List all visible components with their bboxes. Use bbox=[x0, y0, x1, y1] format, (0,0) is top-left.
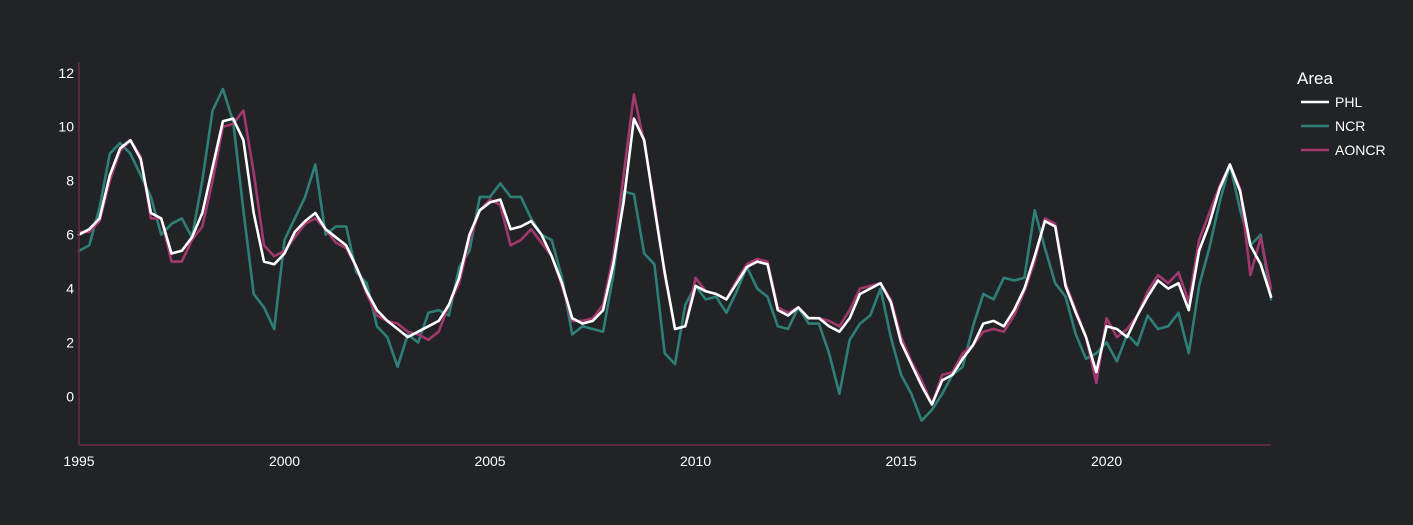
y-axis-ticks: 0 2 4 6 8 10 12 bbox=[58, 65, 74, 405]
legend: Area PHL NCR AONCR bbox=[1297, 69, 1386, 158]
y-tick-label: 12 bbox=[58, 65, 74, 81]
y-tick-label: 10 bbox=[58, 119, 74, 135]
x-tick-label: 2005 bbox=[474, 453, 505, 469]
legend-item-ncr[interactable]: NCR bbox=[1301, 118, 1365, 134]
legend-item-phl[interactable]: PHL bbox=[1301, 94, 1362, 110]
x-tick-label: 2015 bbox=[885, 453, 916, 469]
y-tick-label: 6 bbox=[66, 227, 74, 243]
y-tick-label: 8 bbox=[66, 173, 74, 189]
legend-label: PHL bbox=[1335, 94, 1362, 110]
series-lines bbox=[77, 87, 1273, 422]
x-tick-label: 2020 bbox=[1091, 453, 1122, 469]
x-tick-label: 2010 bbox=[680, 453, 711, 469]
x-tick-label: 2000 bbox=[269, 453, 300, 469]
x-tick-label: 1995 bbox=[63, 453, 94, 469]
legend-label: AONCR bbox=[1335, 142, 1386, 158]
legend-title: Area bbox=[1297, 69, 1333, 88]
series-line-ncr bbox=[77, 87, 1273, 422]
axes bbox=[78, 62, 1271, 446]
y-tick-label: 2 bbox=[66, 335, 74, 351]
y-tick-label: 0 bbox=[66, 388, 74, 404]
y-tick-label: 4 bbox=[66, 281, 74, 297]
legend-item-aoncr[interactable]: AONCR bbox=[1301, 142, 1386, 158]
legend-label: NCR bbox=[1335, 118, 1365, 134]
legend-items: PHL NCR AONCR bbox=[1301, 94, 1386, 158]
x-axis-ticks: 1995 2000 2005 2010 2015 2020 bbox=[63, 453, 1122, 469]
series-line-phl bbox=[77, 117, 1273, 406]
